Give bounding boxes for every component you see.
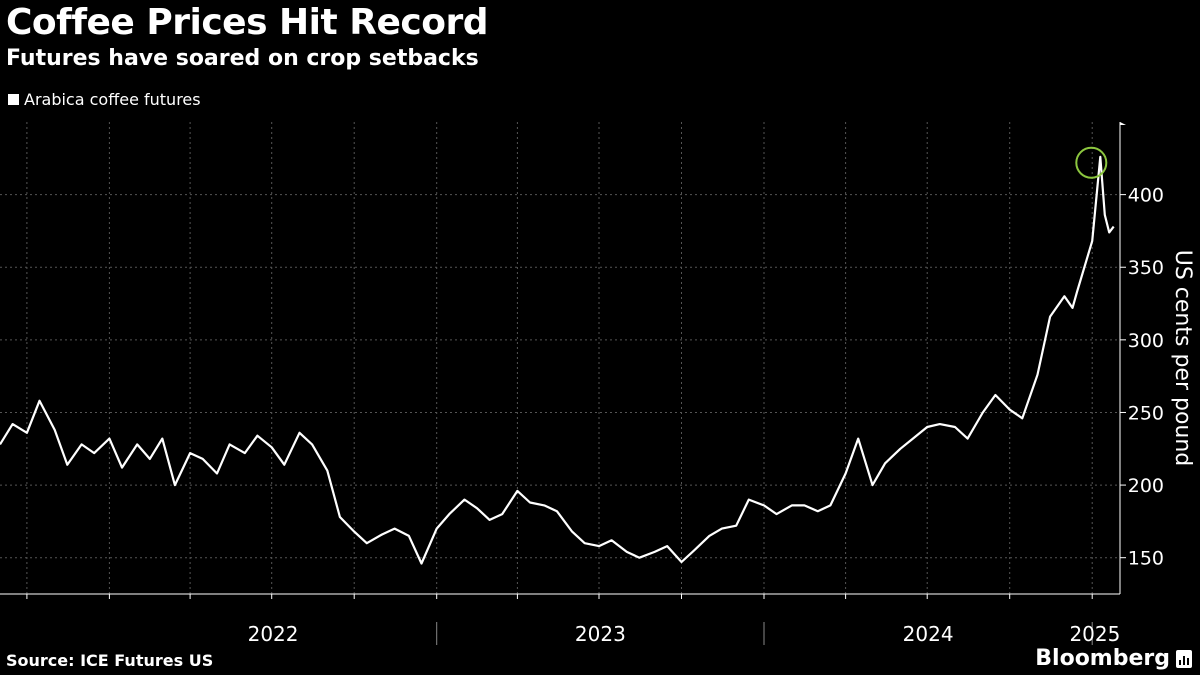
x-tick-label: 2022 bbox=[248, 622, 299, 646]
chart-subtitle: Futures have soared on crop setbacks bbox=[6, 46, 479, 71]
x-tick-label: 2023 bbox=[575, 622, 626, 646]
series-line-arabica bbox=[0, 155, 1115, 565]
y-tick-label: 350 bbox=[1128, 257, 1164, 279]
y-tick-label: 400 bbox=[1128, 185, 1164, 207]
source-note: Source: ICE Futures US bbox=[6, 651, 214, 670]
brand-label: Bloomberg bbox=[1035, 646, 1170, 671]
bloomberg-logo: Bloomberg bbox=[1035, 646, 1192, 671]
y-tick-label: 250 bbox=[1128, 402, 1164, 424]
y-axis-arrow bbox=[1120, 122, 1126, 125]
record-high-marker bbox=[1075, 146, 1108, 179]
x-tick-label: 2025 bbox=[1069, 622, 1120, 646]
y-tick-label: 300 bbox=[1128, 330, 1164, 352]
bar-chart-icon bbox=[1176, 649, 1192, 668]
legend-label: Arabica coffee futures bbox=[24, 90, 201, 109]
legend: Arabica coffee futures bbox=[8, 90, 201, 109]
y-tick-label: 150 bbox=[1128, 548, 1164, 570]
legend-swatch bbox=[8, 94, 19, 105]
x-tick-label: 2024 bbox=[903, 622, 954, 646]
y-tick-label: 200 bbox=[1128, 475, 1164, 497]
y-axis-label: US cents per pound bbox=[1170, 250, 1195, 467]
chart-title: Coffee Prices Hit Record bbox=[6, 2, 488, 43]
